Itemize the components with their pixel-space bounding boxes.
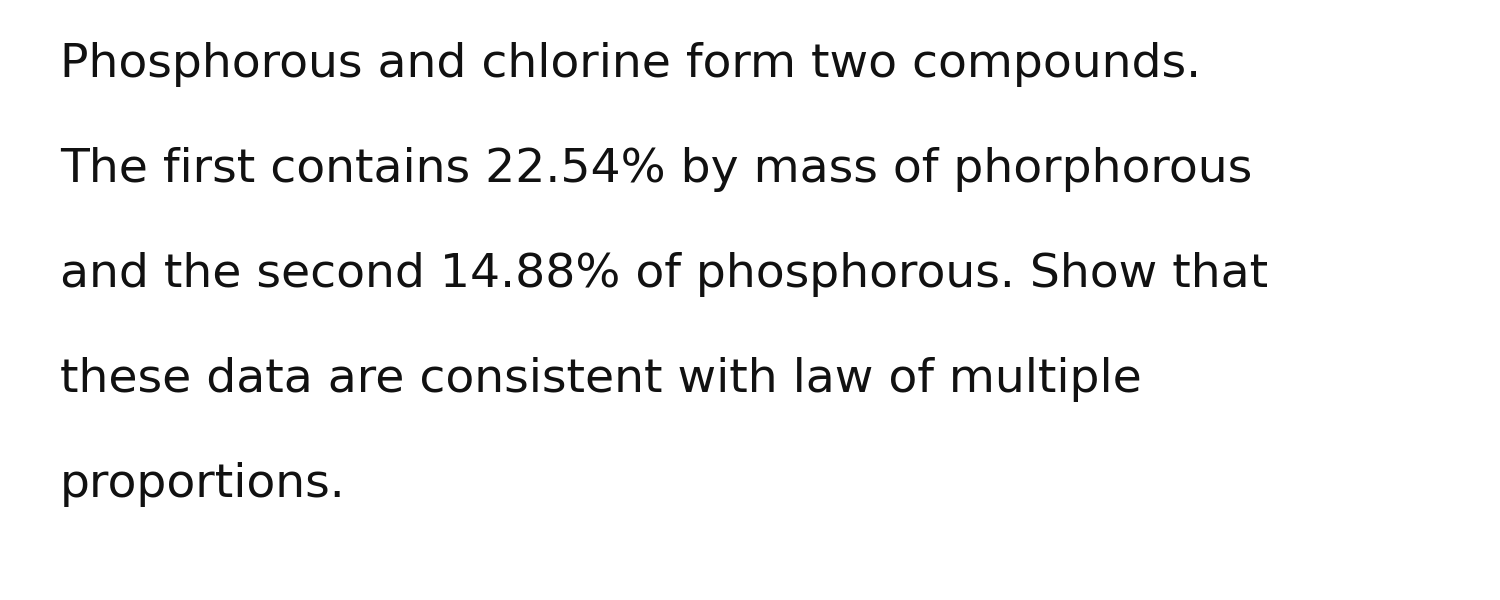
Text: proportions.: proportions.: [60, 462, 345, 507]
Text: The first contains 22.54% by mass of phorphorous: The first contains 22.54% by mass of pho…: [60, 147, 1252, 192]
Text: and the second 14.88% of phosphorous. Show that: and the second 14.88% of phosphorous. Sh…: [60, 252, 1268, 297]
Text: Phosphorous and chlorine form two compounds.: Phosphorous and chlorine form two compou…: [60, 42, 1202, 87]
Text: these data are consistent with law of multiple: these data are consistent with law of mu…: [60, 357, 1142, 402]
